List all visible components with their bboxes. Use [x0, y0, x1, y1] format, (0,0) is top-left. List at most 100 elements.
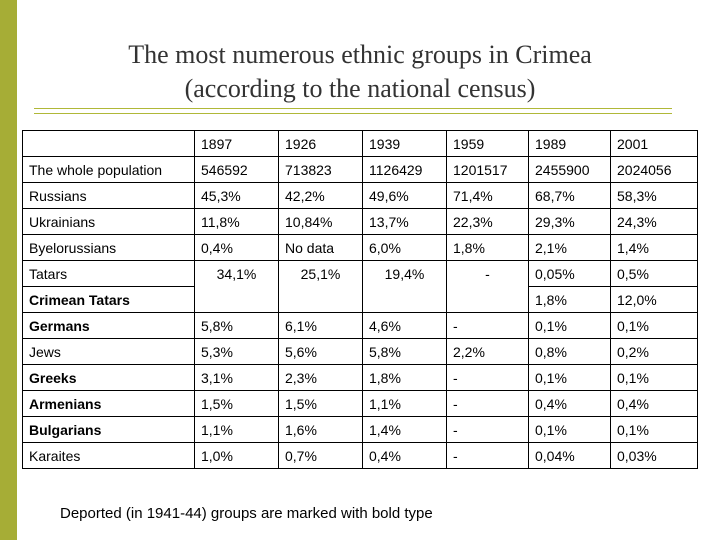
table-cell: 34,1%: [194, 260, 279, 313]
table-cell: 25,1%: [278, 260, 363, 313]
table-cell: 0,1%: [528, 416, 611, 443]
year-header: 1959: [446, 130, 529, 157]
table-cell: 0,4%: [194, 234, 279, 261]
table-cell: 0,8%: [528, 338, 611, 365]
table-row: Karaites 1,0% 0,7% 0,4% - 0,04% 0,03%: [22, 442, 698, 469]
table-cell: 0,1%: [610, 312, 698, 339]
table-row: Russians 45,3% 42,2% 49,6% 71,4% 68,7% 5…: [22, 182, 698, 209]
row-label: Karaites: [22, 442, 195, 469]
table-row: The whole population 546592 713823 11264…: [22, 156, 698, 183]
table-cell: 1,8%: [528, 286, 611, 313]
table-cell: 11,8%: [194, 208, 279, 235]
table-cell: 0,2%: [610, 338, 698, 365]
table-cell: 4,6%: [362, 312, 447, 339]
table-cell: -: [446, 312, 529, 339]
table-cell: 58,3%: [610, 182, 698, 209]
table-cell: 10,84%: [278, 208, 363, 235]
table-cell: 546592: [194, 156, 279, 183]
table-cell: 19,4%: [362, 260, 447, 313]
table-cell: 1,6%: [278, 416, 363, 443]
table-cell: 0,4%: [528, 390, 611, 417]
table-cell: -: [446, 390, 529, 417]
table-cell: 1201517: [446, 156, 529, 183]
table-cell: 29,3%: [528, 208, 611, 235]
table-cell: 0,03%: [610, 442, 698, 469]
table-cell: 3,1%: [194, 364, 279, 391]
table-cell: 12,0%: [610, 286, 698, 313]
table-row: Ukrainians 11,8% 10,84% 13,7% 22,3% 29,3…: [22, 208, 698, 235]
table-cell: 1,1%: [194, 416, 279, 443]
table-cell: -: [446, 416, 529, 443]
table-cell: 0,4%: [362, 442, 447, 469]
table-cell: 1,1%: [362, 390, 447, 417]
row-label: Bulgarians: [22, 416, 195, 443]
table-cell: 1,0%: [194, 442, 279, 469]
title-divider: [34, 108, 672, 114]
table-cell: 0,4%: [610, 390, 698, 417]
table-cell: 1,5%: [278, 390, 363, 417]
table-header-row: 1897 1926 1939 1959 1989 2001: [22, 130, 698, 157]
table-cell: -: [446, 364, 529, 391]
table-cell: 2,1%: [528, 234, 611, 261]
table-cell: 5,3%: [194, 338, 279, 365]
table-cell: No data: [278, 234, 363, 261]
row-label: Tatars: [22, 260, 195, 287]
table-cell: 1,4%: [610, 234, 698, 261]
table-cell: 49,6%: [362, 182, 447, 209]
table-cell: 22,3%: [446, 208, 529, 235]
table-cell: 2,3%: [278, 364, 363, 391]
table-cell: 1,8%: [446, 234, 529, 261]
table-cell: 2455900: [528, 156, 611, 183]
table-cell: 6,0%: [362, 234, 447, 261]
header-empty-cell: [22, 130, 195, 157]
year-header: 2001: [610, 130, 698, 157]
table-row: Byelorussians 0,4% No data 6,0% 1,8% 2,1…: [22, 234, 698, 261]
table-cell: 5,6%: [278, 338, 363, 365]
table-row: Crimean Tatars 1,8% 12,0%: [22, 286, 698, 313]
table-cell: 1,4%: [362, 416, 447, 443]
table-cell: 24,3%: [610, 208, 698, 235]
row-label: Russians: [22, 182, 195, 209]
table-cell: 0,1%: [528, 364, 611, 391]
table-cell: 42,2%: [278, 182, 363, 209]
table-cell: -: [446, 442, 529, 469]
table-cell: 5,8%: [362, 338, 447, 365]
table-row: Bulgarians 1,1% 1,6% 1,4% - 0,1% 0,1%: [22, 416, 698, 443]
ethnic-groups-table: 1897 1926 1939 1959 1989 2001 The whole …: [22, 130, 698, 469]
table-cell: 1,5%: [194, 390, 279, 417]
table-row: Tatars 34,1% 25,1% 19,4% - 0,05% 0,5%: [22, 260, 698, 313]
row-label: Crimean Tatars: [22, 286, 195, 313]
row-label: Greeks: [22, 364, 195, 391]
table-cell: 13,7%: [362, 208, 447, 235]
table-row: Armenians 1,5% 1,5% 1,1% - 0,4% 0,4%: [22, 390, 698, 417]
footnote: Deported (in 1941-44) groups are marked …: [60, 505, 433, 522]
table-row: Greeks 3,1% 2,3% 1,8% - 0,1% 0,1%: [22, 364, 698, 391]
table-cell: 0,04%: [528, 442, 611, 469]
table-cell: 6,1%: [278, 312, 363, 339]
accent-sidebar-bar: [0, 0, 17, 540]
table-row: Jews 5,3% 5,6% 5,8% 2,2% 0,8% 0,2%: [22, 338, 698, 365]
table-cell: 5,8%: [194, 312, 279, 339]
table-cell: 1126429: [362, 156, 447, 183]
row-label: Jews: [22, 338, 195, 365]
table-cell: 713823: [278, 156, 363, 183]
table-cell: -: [446, 260, 529, 313]
slide-title: The most numerous ethnic groups in Crime…: [40, 38, 680, 106]
table-cell: 0,5%: [610, 260, 698, 287]
table-cell: 45,3%: [194, 182, 279, 209]
year-header: 1926: [278, 130, 363, 157]
table-cell: 0,1%: [610, 364, 698, 391]
row-label: Ukrainians: [22, 208, 195, 235]
table-cell: 71,4%: [446, 182, 529, 209]
title-line-2: (according to the national census): [184, 74, 536, 103]
row-label: The whole population: [22, 156, 195, 183]
table-cell: 2,2%: [446, 338, 529, 365]
table-cell: 0,1%: [610, 416, 698, 443]
table-cell: 0,1%: [528, 312, 611, 339]
row-label: Armenians: [22, 390, 195, 417]
title-line-1: The most numerous ethnic groups in Crime…: [128, 40, 592, 69]
year-header: 1939: [362, 130, 447, 157]
table-cell: 0,05%: [528, 260, 611, 287]
table-cell: 68,7%: [528, 182, 611, 209]
table-cell: 2024056: [610, 156, 698, 183]
